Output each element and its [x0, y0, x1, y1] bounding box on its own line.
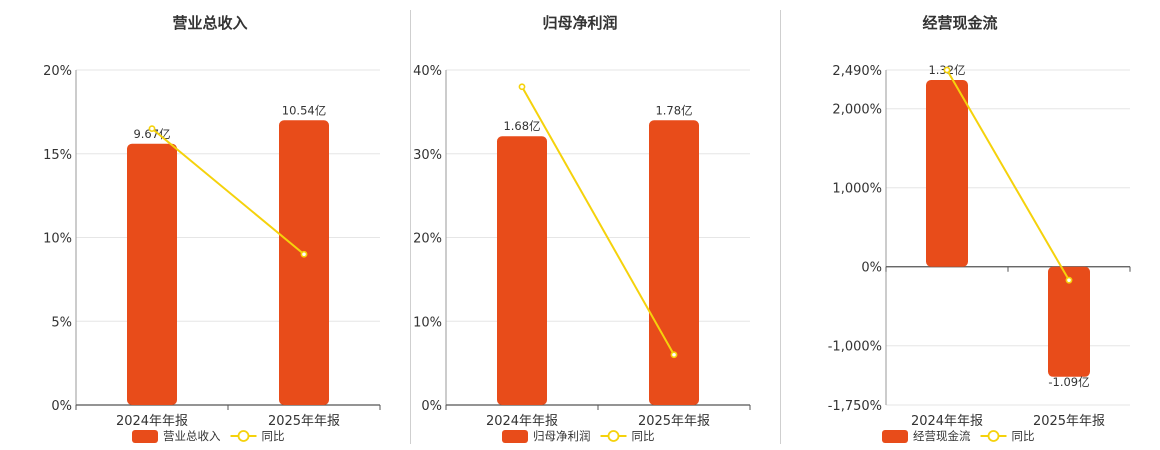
- chart-title: 归母净利润: [542, 14, 617, 32]
- yoy-line: [521, 86, 675, 356]
- bar: [649, 120, 699, 405]
- yoy-line: [946, 69, 1070, 281]
- chart-title: 营业总收入: [172, 14, 247, 32]
- bar: [497, 136, 547, 405]
- legend-bar-swatch: [882, 430, 908, 443]
- panel-divider: [780, 10, 781, 444]
- legend-line-label: 同比: [632, 429, 655, 443]
- legend-bar-swatch: [502, 430, 528, 443]
- x-tick-label: 2025年年报: [638, 414, 710, 429]
- legend-bar-label: 归母净利润: [533, 429, 591, 443]
- legend-bar-label: 经营现金流: [913, 429, 971, 443]
- y-tick-label: 20%: [413, 232, 442, 247]
- y-tick-label: 2,000%: [832, 103, 882, 118]
- y-tick-label: 30%: [413, 148, 442, 163]
- y-tick-label: -1,750%: [828, 399, 882, 414]
- bar-data-label: 10.54亿: [282, 103, 326, 117]
- net-profit-chart-panel: 归母净利润 40% 30% 20% 10% 0% 2024年年报 2025年年报 1.68亿 1.…: [400, 0, 780, 450]
- y-tick-label: 2,490%: [832, 64, 882, 79]
- bar-data-label: 1.68亿: [503, 119, 540, 133]
- bar: [127, 143, 177, 405]
- bar-data-label: 1.78亿: [655, 103, 692, 117]
- y-tick-label: 40%: [413, 64, 442, 79]
- y-tick-label: 10%: [413, 315, 442, 330]
- net-profit-chart: 归母净利润 40% 30% 20% 10% 0% 2024年年报 2025年年报 1.68亿 1.…: [413, 14, 751, 443]
- legend-line-label: 同比: [262, 429, 285, 443]
- panel-divider: [410, 10, 411, 444]
- x-tick-label: 2025年年报: [1033, 414, 1105, 429]
- legend-line-marker: [607, 430, 620, 442]
- bar-data-label: -1.09亿: [1048, 375, 1089, 389]
- y-tick-label: 0%: [861, 261, 882, 276]
- bar: [926, 80, 968, 267]
- yoy-point: [148, 125, 156, 133]
- y-tick-label: 10%: [43, 232, 72, 247]
- y-tick-label: 20%: [43, 64, 72, 79]
- y-tick-label: -1,000%: [828, 340, 882, 355]
- x-tick-label: 2024年年报: [911, 414, 983, 429]
- x-tick-label: 2024年年报: [116, 414, 188, 429]
- bar: [279, 120, 329, 405]
- legend-line-marker: [237, 430, 250, 442]
- y-tick-label: 15%: [43, 148, 72, 163]
- legend-bar-swatch: [132, 430, 158, 443]
- legend-line-marker: [987, 430, 1000, 442]
- legend-bar-label: 营业总收入: [163, 429, 221, 443]
- yoy-point: [518, 83, 526, 91]
- x-tick-label: 2024年年报: [486, 414, 558, 429]
- y-tick-label: 5%: [51, 315, 72, 330]
- yoy-point: [670, 351, 678, 359]
- chart-title: 经营现金流: [922, 14, 997, 32]
- bar: [1048, 266, 1090, 377]
- x-tick-label: 2025年年报: [268, 414, 340, 429]
- y-tick-label: 0%: [51, 399, 72, 414]
- revenue-chart-panel: 营业总收入 20% 15% 10% 5% 0% 2024年年报 2025年年报 9.67亿 10.…: [0, 0, 400, 450]
- y-tick-label: 1,000%: [832, 182, 882, 197]
- yoy-point: [1065, 276, 1073, 284]
- legend-line-label: 同比: [1012, 429, 1035, 443]
- yoy-line: [151, 127, 305, 256]
- yoy-point: [300, 250, 308, 258]
- yoy-point: [943, 66, 951, 74]
- cash-flow-chart-panel: 经营现金流 2,490% 2,000% 1,000% 0% -1,000% -1,750% 2…: [780, 0, 1160, 450]
- cash-flow-chart: 经营现金流 2,490% 2,000% 1,000% 0% -1,000% -1,750% 2…: [828, 14, 1131, 443]
- y-tick-label: 0%: [421, 399, 442, 414]
